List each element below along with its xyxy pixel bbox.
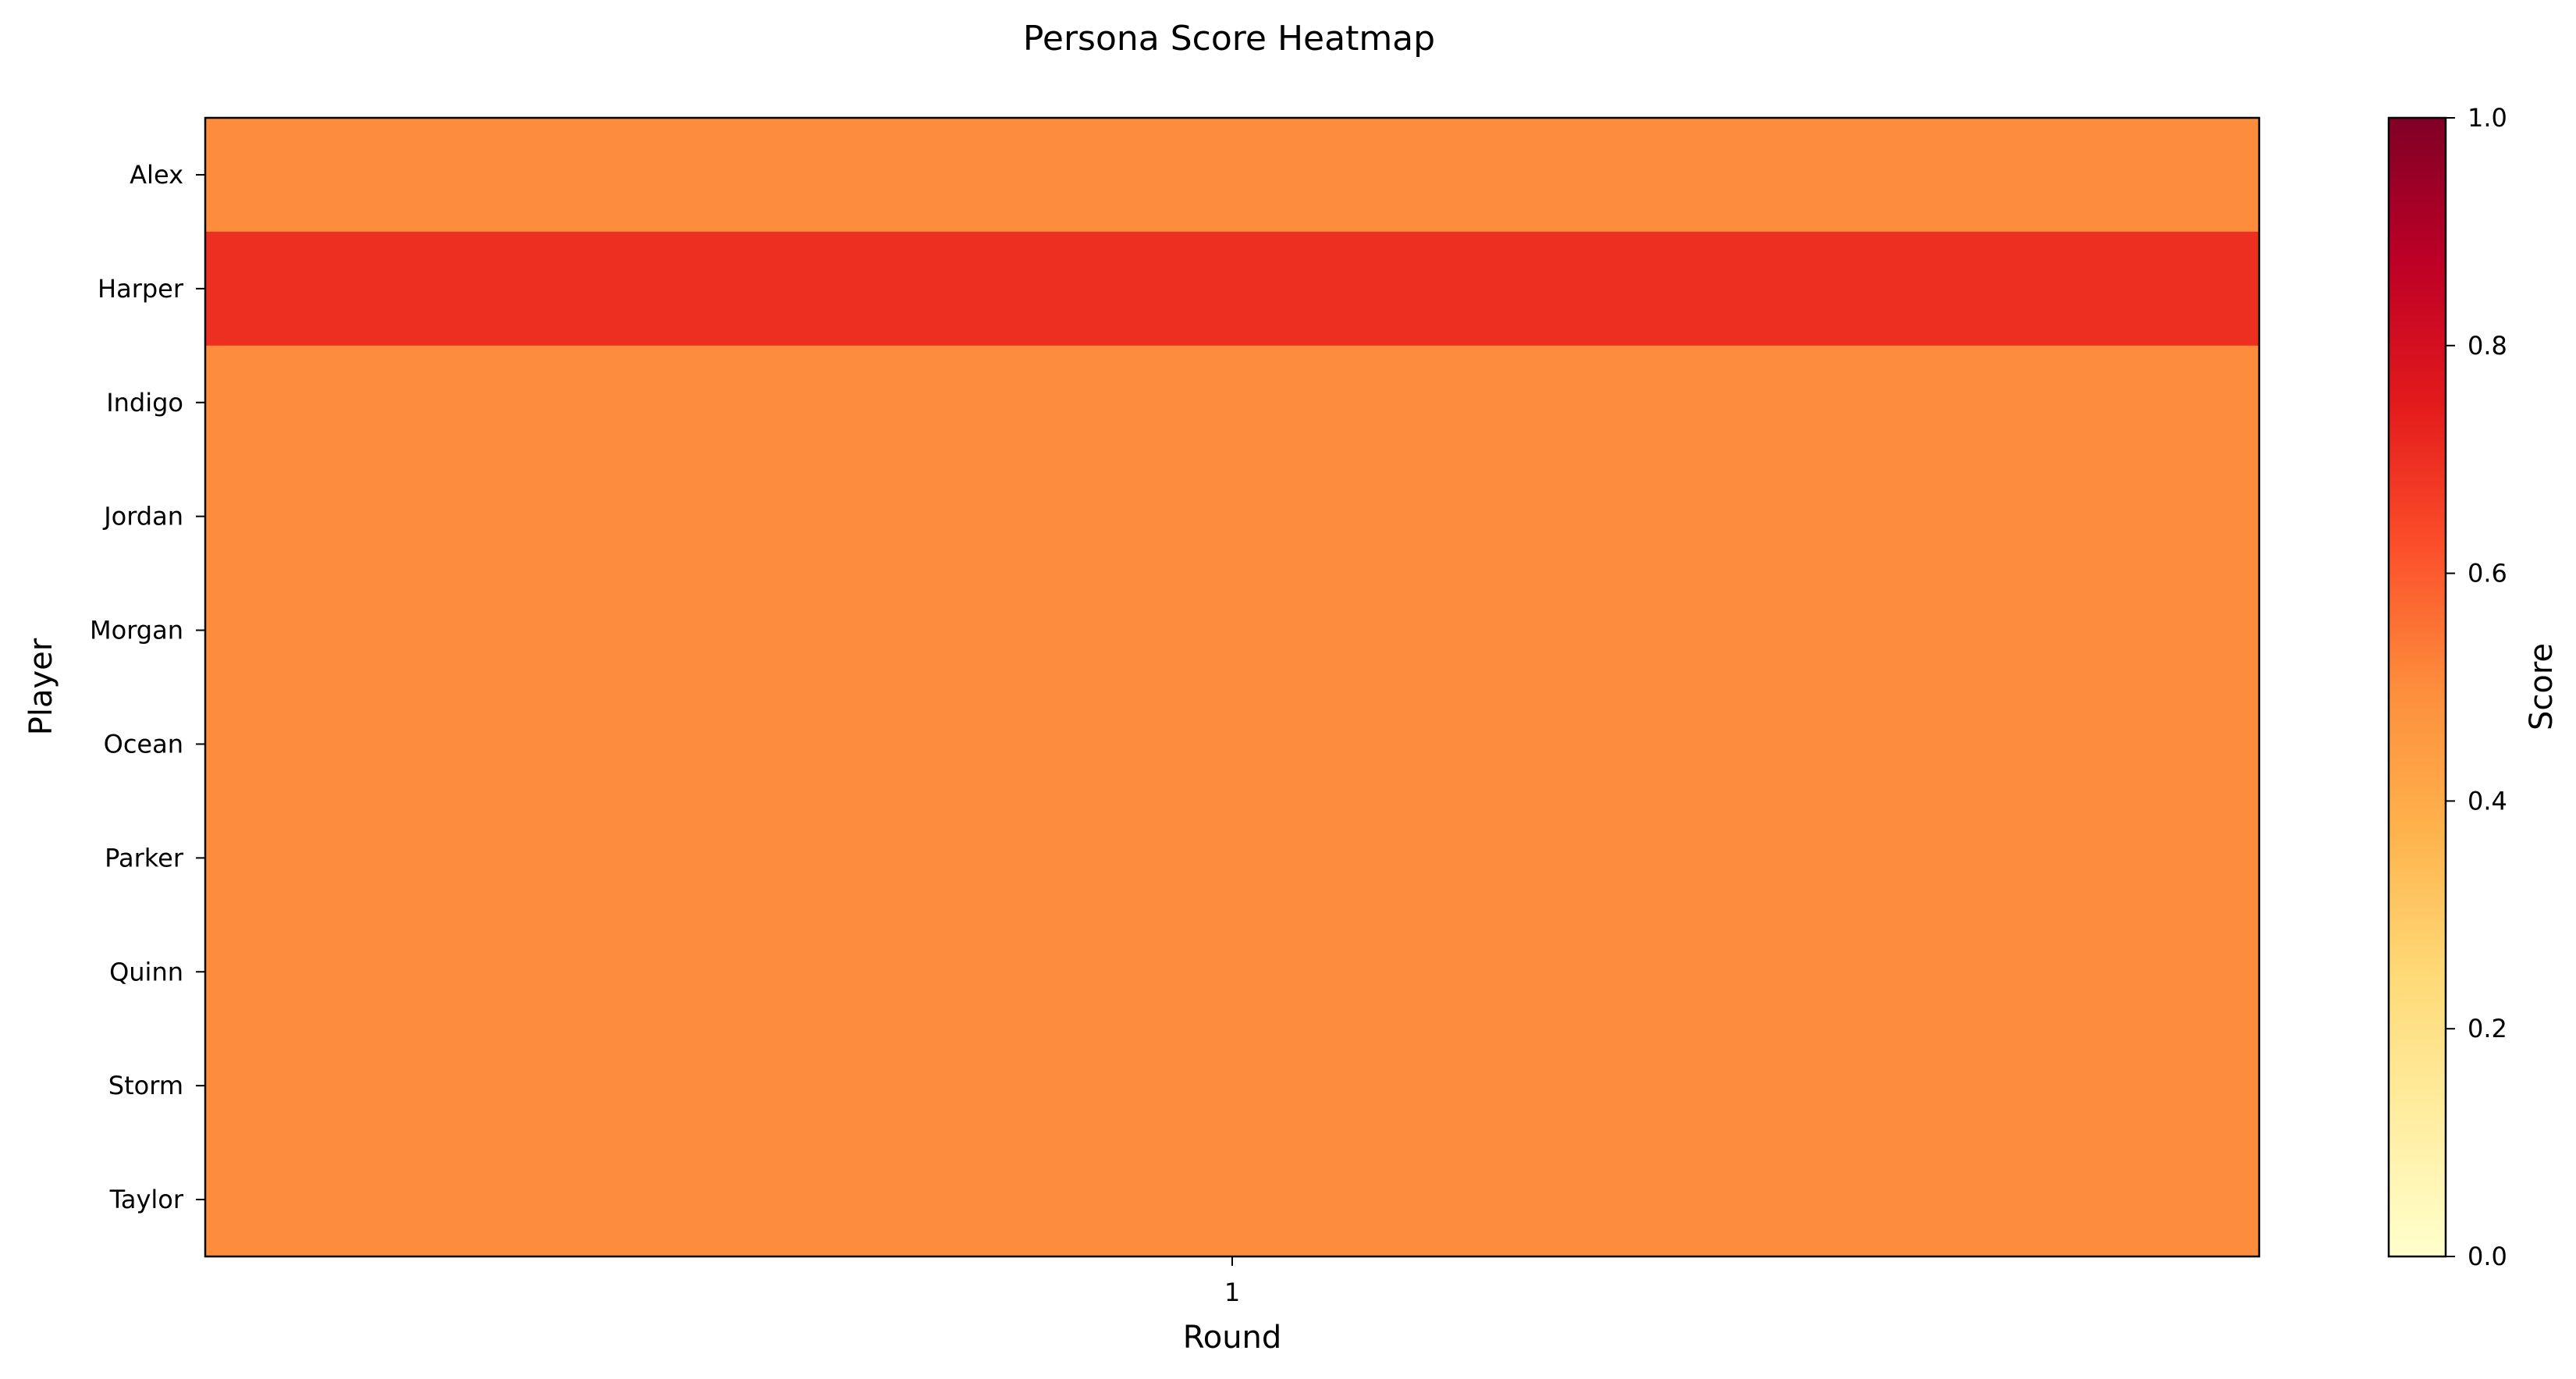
colorbar-tick-label: 0.6	[2468, 559, 2507, 588]
colorbar-tick-label: 0.0	[2468, 1242, 2507, 1271]
heatmap-cell	[205, 231, 2260, 347]
heatmap-cell	[205, 687, 2260, 801]
y-axis-ticks: Alex Harper Indigo Jordan Morgan Ocean Parker Q…	[90, 160, 205, 1214]
y-tick-label: Indigo	[106, 388, 183, 418]
colorbar-tick-label: 0.8	[2468, 331, 2507, 361]
y-tick-label: Jordan	[102, 502, 183, 531]
heatmap-cell	[205, 459, 2260, 574]
colorbar-tick-label: 1.0	[2468, 103, 2507, 133]
colorbar-tick-label: 0.2	[2468, 1014, 2507, 1043]
y-axis-label: Player	[23, 638, 59, 735]
colorbar-gradient	[2387, 116, 2447, 1258]
y-tick-label: Quinn	[109, 957, 183, 986]
y-tick-label: Morgan	[90, 616, 183, 645]
heatmap-cell	[205, 573, 2260, 688]
heatmap-cell	[205, 118, 2260, 233]
y-tick-label: Storm	[108, 1071, 183, 1100]
x-axis-label: Round	[1183, 1320, 1282, 1356]
heatmap-cell	[205, 801, 2260, 915]
y-tick-label: Ocean	[104, 729, 183, 759]
colorbar: 0.0 0.2 0.4 0.6 0.8 1.0 Score	[2387, 103, 2560, 1271]
y-tick-label: Parker	[105, 843, 184, 873]
x-tick-label: 1	[1224, 1278, 1240, 1307]
heatmap-cell	[205, 1029, 2260, 1143]
x-axis-ticks: 1	[1224, 1256, 1240, 1307]
heatmap-cell	[205, 345, 2260, 460]
colorbar-ticks: 0.0 0.2 0.4 0.6 0.8 1.0	[2446, 103, 2507, 1271]
heatmap-cell	[205, 1143, 2260, 1257]
y-tick-label: Alex	[130, 160, 183, 190]
colorbar-tick-label: 0.4	[2468, 786, 2507, 816]
chart-title: Persona Score Heatmap	[1023, 19, 1435, 59]
y-tick-label: Taylor	[109, 1185, 184, 1214]
heatmap-cells	[205, 118, 2260, 1257]
heatmap-cell	[205, 915, 2260, 1029]
y-tick-label: Harper	[98, 274, 184, 304]
colorbar-label: Score	[2524, 643, 2560, 730]
